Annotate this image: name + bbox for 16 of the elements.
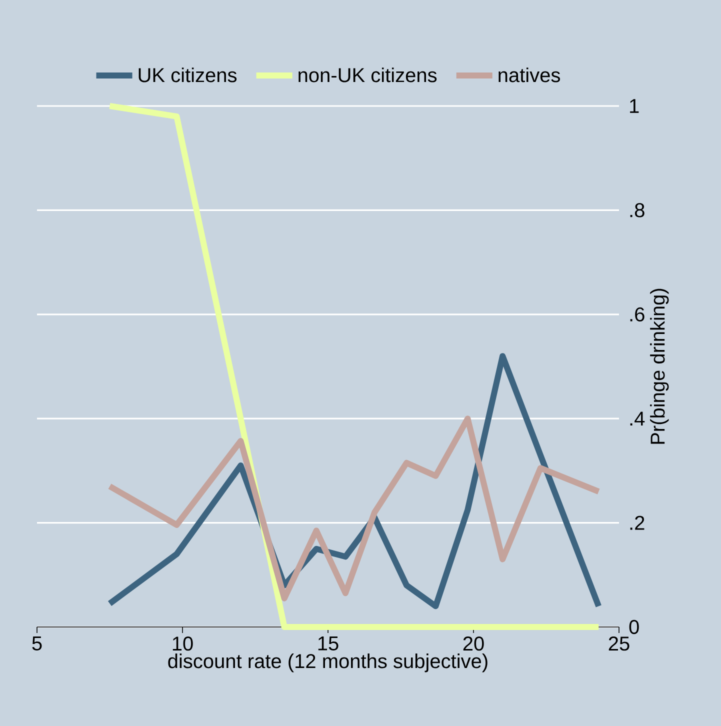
x-tick-label: 20: [463, 636, 484, 651]
y-tick-label: 1: [630, 99, 639, 113]
x-tick-label: 5: [32, 636, 42, 650]
y-tick-label: .6: [630, 307, 644, 322]
y-tick-label: 0: [629, 620, 639, 634]
x-tick-label: 15: [318, 636, 338, 650]
y-tick-label: .8: [630, 203, 644, 218]
x-axis-title: discount rate (12 months subjective): [168, 654, 488, 672]
y-tick-label: .2: [630, 516, 644, 530]
legend-label: natives: [498, 68, 560, 82]
legend-label: non-UK citizens: [298, 68, 437, 82]
x-tick-label: 10: [172, 636, 193, 651]
x-tick-label: 25: [608, 636, 630, 651]
legend-label: UK citizens: [138, 68, 237, 82]
y-axis-title: Pr(binge drinking): [650, 288, 669, 444]
y-tick-label: .4: [630, 412, 645, 426]
